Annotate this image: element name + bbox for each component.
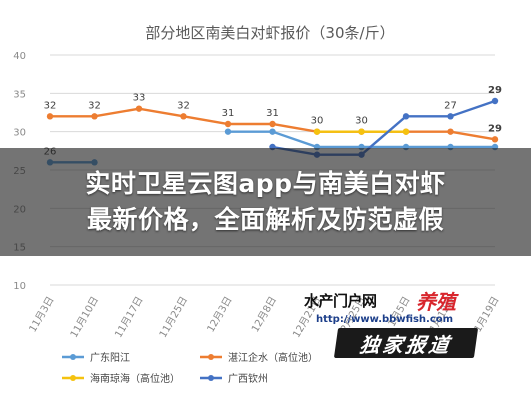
headline-banner: 实时卫星云图app与南美白对虾 最新价格，全面解析及防范虚假 bbox=[0, 148, 531, 256]
series-point bbox=[402, 113, 410, 120]
series-point bbox=[224, 128, 232, 135]
data-label: 30 bbox=[355, 116, 368, 127]
data-label: 30 bbox=[311, 116, 324, 127]
series-point bbox=[269, 120, 276, 128]
watermark-tag: 独家报道 bbox=[333, 328, 479, 358]
legend-swatch-point bbox=[208, 354, 214, 360]
headline-line-2: 最新价格，全面解析及防范虚假 bbox=[86, 205, 444, 234]
series-point bbox=[46, 113, 54, 120]
x-tick-label: 11月3日 bbox=[27, 295, 57, 335]
series-point bbox=[491, 97, 499, 105]
series-point bbox=[491, 136, 499, 143]
data-label: 29 bbox=[488, 85, 502, 96]
legend-label: 广东阳江 bbox=[90, 351, 130, 364]
x-tick-label: 11月17日 bbox=[112, 295, 145, 340]
data-label: 32 bbox=[44, 100, 57, 111]
data-label: 32 bbox=[177, 100, 190, 111]
headline-line-1: 实时卫星云图app与南美白对虾 bbox=[85, 169, 446, 198]
x-tick-label: 12月3日 bbox=[205, 295, 235, 335]
series-point bbox=[447, 128, 454, 135]
data-label: 32 bbox=[88, 100, 101, 111]
series-point bbox=[135, 105, 143, 112]
legend-swatch-point bbox=[70, 375, 76, 381]
chart-title: 部分地区南美白对虾报价（30条/斤） bbox=[145, 24, 394, 42]
series-point bbox=[358, 128, 365, 135]
data-label: 29 bbox=[488, 123, 502, 134]
legend-label: 广西钦州 bbox=[228, 373, 268, 385]
watermark-url: http://www.bbwfish.com bbox=[316, 314, 454, 325]
watermark-logo: 水产门户网 养殖 http://www.bbwfish.com 独家报道 bbox=[296, 288, 479, 368]
watermark-brand: 水产门户网 bbox=[304, 292, 377, 310]
chart-legend: 广东阳江 湛江企水（高位池） 海南琼海（高位池） 广西钦州 bbox=[62, 351, 318, 385]
x-tick-label: 11月10日 bbox=[68, 295, 101, 340]
series-point bbox=[224, 120, 232, 128]
series-point bbox=[269, 128, 276, 135]
series-point bbox=[402, 128, 410, 135]
watermark-brand-red: 养殖 bbox=[416, 290, 456, 314]
x-tick-label: 11月25日 bbox=[157, 295, 190, 340]
series-point bbox=[91, 113, 98, 120]
legend-label: 海南琼海（高位池） bbox=[90, 372, 180, 385]
data-label: 27 bbox=[444, 100, 457, 111]
data-label: 33 bbox=[133, 93, 146, 104]
series-point bbox=[447, 113, 454, 120]
data-label: 31 bbox=[266, 108, 279, 119]
y-tick-label: 40 bbox=[13, 51, 26, 62]
legend-swatch-point bbox=[70, 354, 76, 360]
x-tick-label: 12月8日 bbox=[249, 295, 279, 335]
series-point bbox=[180, 113, 187, 120]
legend-label: 湛江企水（高位池） bbox=[228, 351, 318, 364]
legend-swatch-point bbox=[208, 375, 214, 381]
y-tick-label: 35 bbox=[13, 89, 26, 100]
series-point bbox=[313, 128, 321, 135]
data-label: 31 bbox=[222, 108, 235, 119]
y-tick-label: 10 bbox=[13, 281, 26, 292]
y-tick-label: 30 bbox=[13, 128, 26, 139]
